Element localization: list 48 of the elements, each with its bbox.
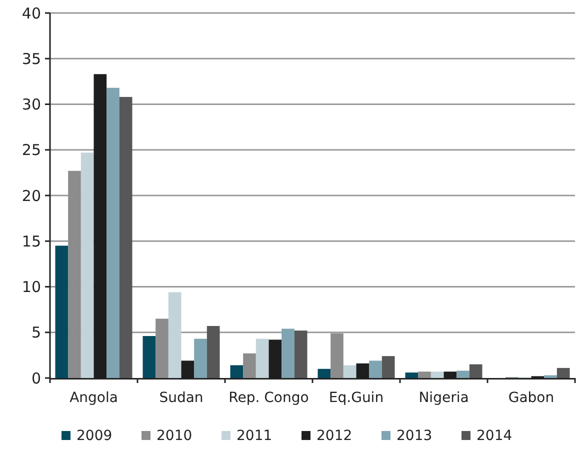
bar [456,370,470,378]
bar [119,96,132,378]
x-tick-label: Rep. Congo [228,390,309,406]
bar [430,372,444,378]
x-tick-label: Sudan [159,390,204,406]
y-tick-label: 40 [22,4,41,22]
bar [142,336,156,378]
y-tick-label: 30 [22,96,41,114]
bar [330,333,344,378]
bar [294,330,308,378]
bar [156,318,168,378]
y-tick-label: 10 [22,278,41,296]
x-tick-label: Angola [70,390,118,406]
bar [418,372,431,378]
bar [55,246,68,378]
bar [243,353,256,378]
x-tick-label: Nigeria [418,390,469,406]
bar [556,368,570,378]
bar [80,152,94,378]
legend-label: 2009 [76,428,112,444]
y-tick-label: 15 [22,232,41,250]
legend-label: 2013 [396,428,432,444]
bar [405,372,418,378]
bar [544,375,557,378]
bar [194,338,207,378]
y-tick-label: 5 [31,324,41,342]
bar [68,170,81,378]
legend-label: 2014 [476,428,512,444]
bar [282,328,294,378]
bar [382,356,395,378]
x-tick-label: Eq.Guin [328,390,384,406]
bar [206,326,220,378]
bar [343,365,356,378]
bar [106,88,120,378]
x-tick-label: Gabon [508,390,554,406]
bar [256,338,269,378]
y-tick-label: 20 [22,186,41,205]
bar [469,364,482,378]
y-tick-label: 0 [31,369,41,388]
bar [230,365,244,378]
legend-label: 2012 [316,428,352,444]
y-tick-label: 35 [22,50,41,68]
bar [168,292,182,378]
y-tick-label: 25 [22,141,41,160]
legend-label: 2010 [156,428,192,444]
bar [369,360,382,378]
legend-label: 2011 [236,428,272,444]
bar [318,368,331,378]
